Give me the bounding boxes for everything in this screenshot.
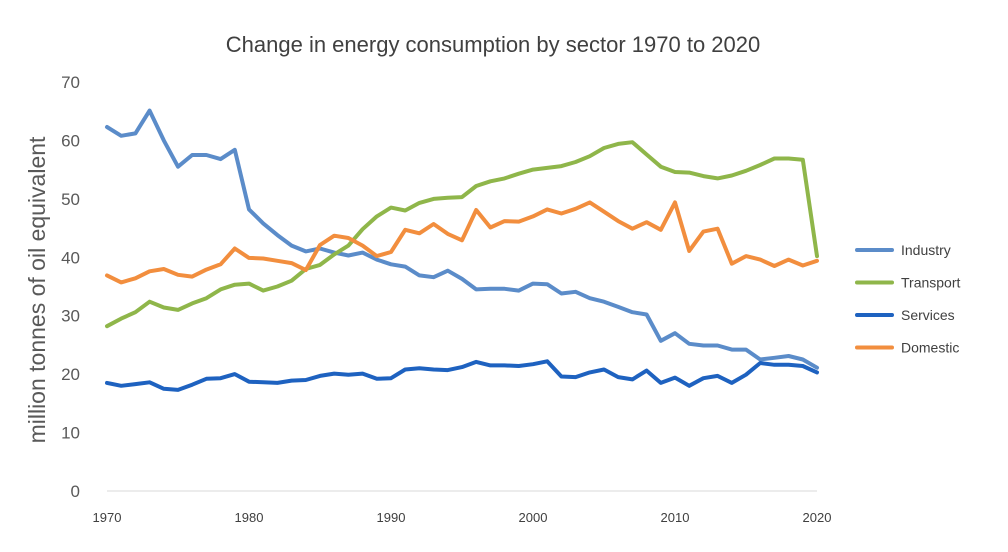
legend-label-domestic: Domestic — [901, 340, 959, 356]
x-tick-label: 2010 — [661, 510, 690, 525]
y-tick-label: 40 — [61, 248, 80, 267]
x-tick-label: 2020 — [803, 510, 832, 525]
series-line-services — [105, 359, 819, 392]
y-tick-label: 10 — [61, 424, 80, 443]
chart-title: Change in energy consumption by sector 1… — [226, 32, 760, 57]
y-tick-label: 70 — [61, 73, 80, 92]
legend-label-transport: Transport — [901, 275, 961, 291]
series-line-industry — [105, 108, 819, 370]
x-tick-label: 1980 — [235, 510, 264, 525]
legend: Industry Transport Services Domestic — [855, 242, 961, 356]
series-line-transport — [105, 140, 819, 329]
x-tick-label: 2000 — [519, 510, 548, 525]
y-tick-label: 60 — [61, 131, 80, 150]
y-axis-label: million tonnes of oil equivalent — [24, 136, 50, 443]
y-tick-label: 30 — [61, 307, 80, 326]
y-tick-label: 50 — [61, 190, 80, 209]
series-lines — [105, 108, 819, 392]
series-line-domestic — [105, 200, 819, 285]
y-tick-label: 20 — [61, 365, 80, 384]
y-tick-label: 0 — [71, 482, 80, 501]
x-axis-ticks: 1970 1980 1990 2000 2010 2020 — [93, 510, 832, 525]
x-tick-label: 1970 — [93, 510, 122, 525]
y-axis-ticks: 0 10 20 30 40 50 60 70 — [61, 73, 80, 501]
legend-label-services: Services — [901, 307, 955, 323]
x-tick-label: 1990 — [377, 510, 406, 525]
legend-label-industry: Industry — [901, 242, 951, 258]
